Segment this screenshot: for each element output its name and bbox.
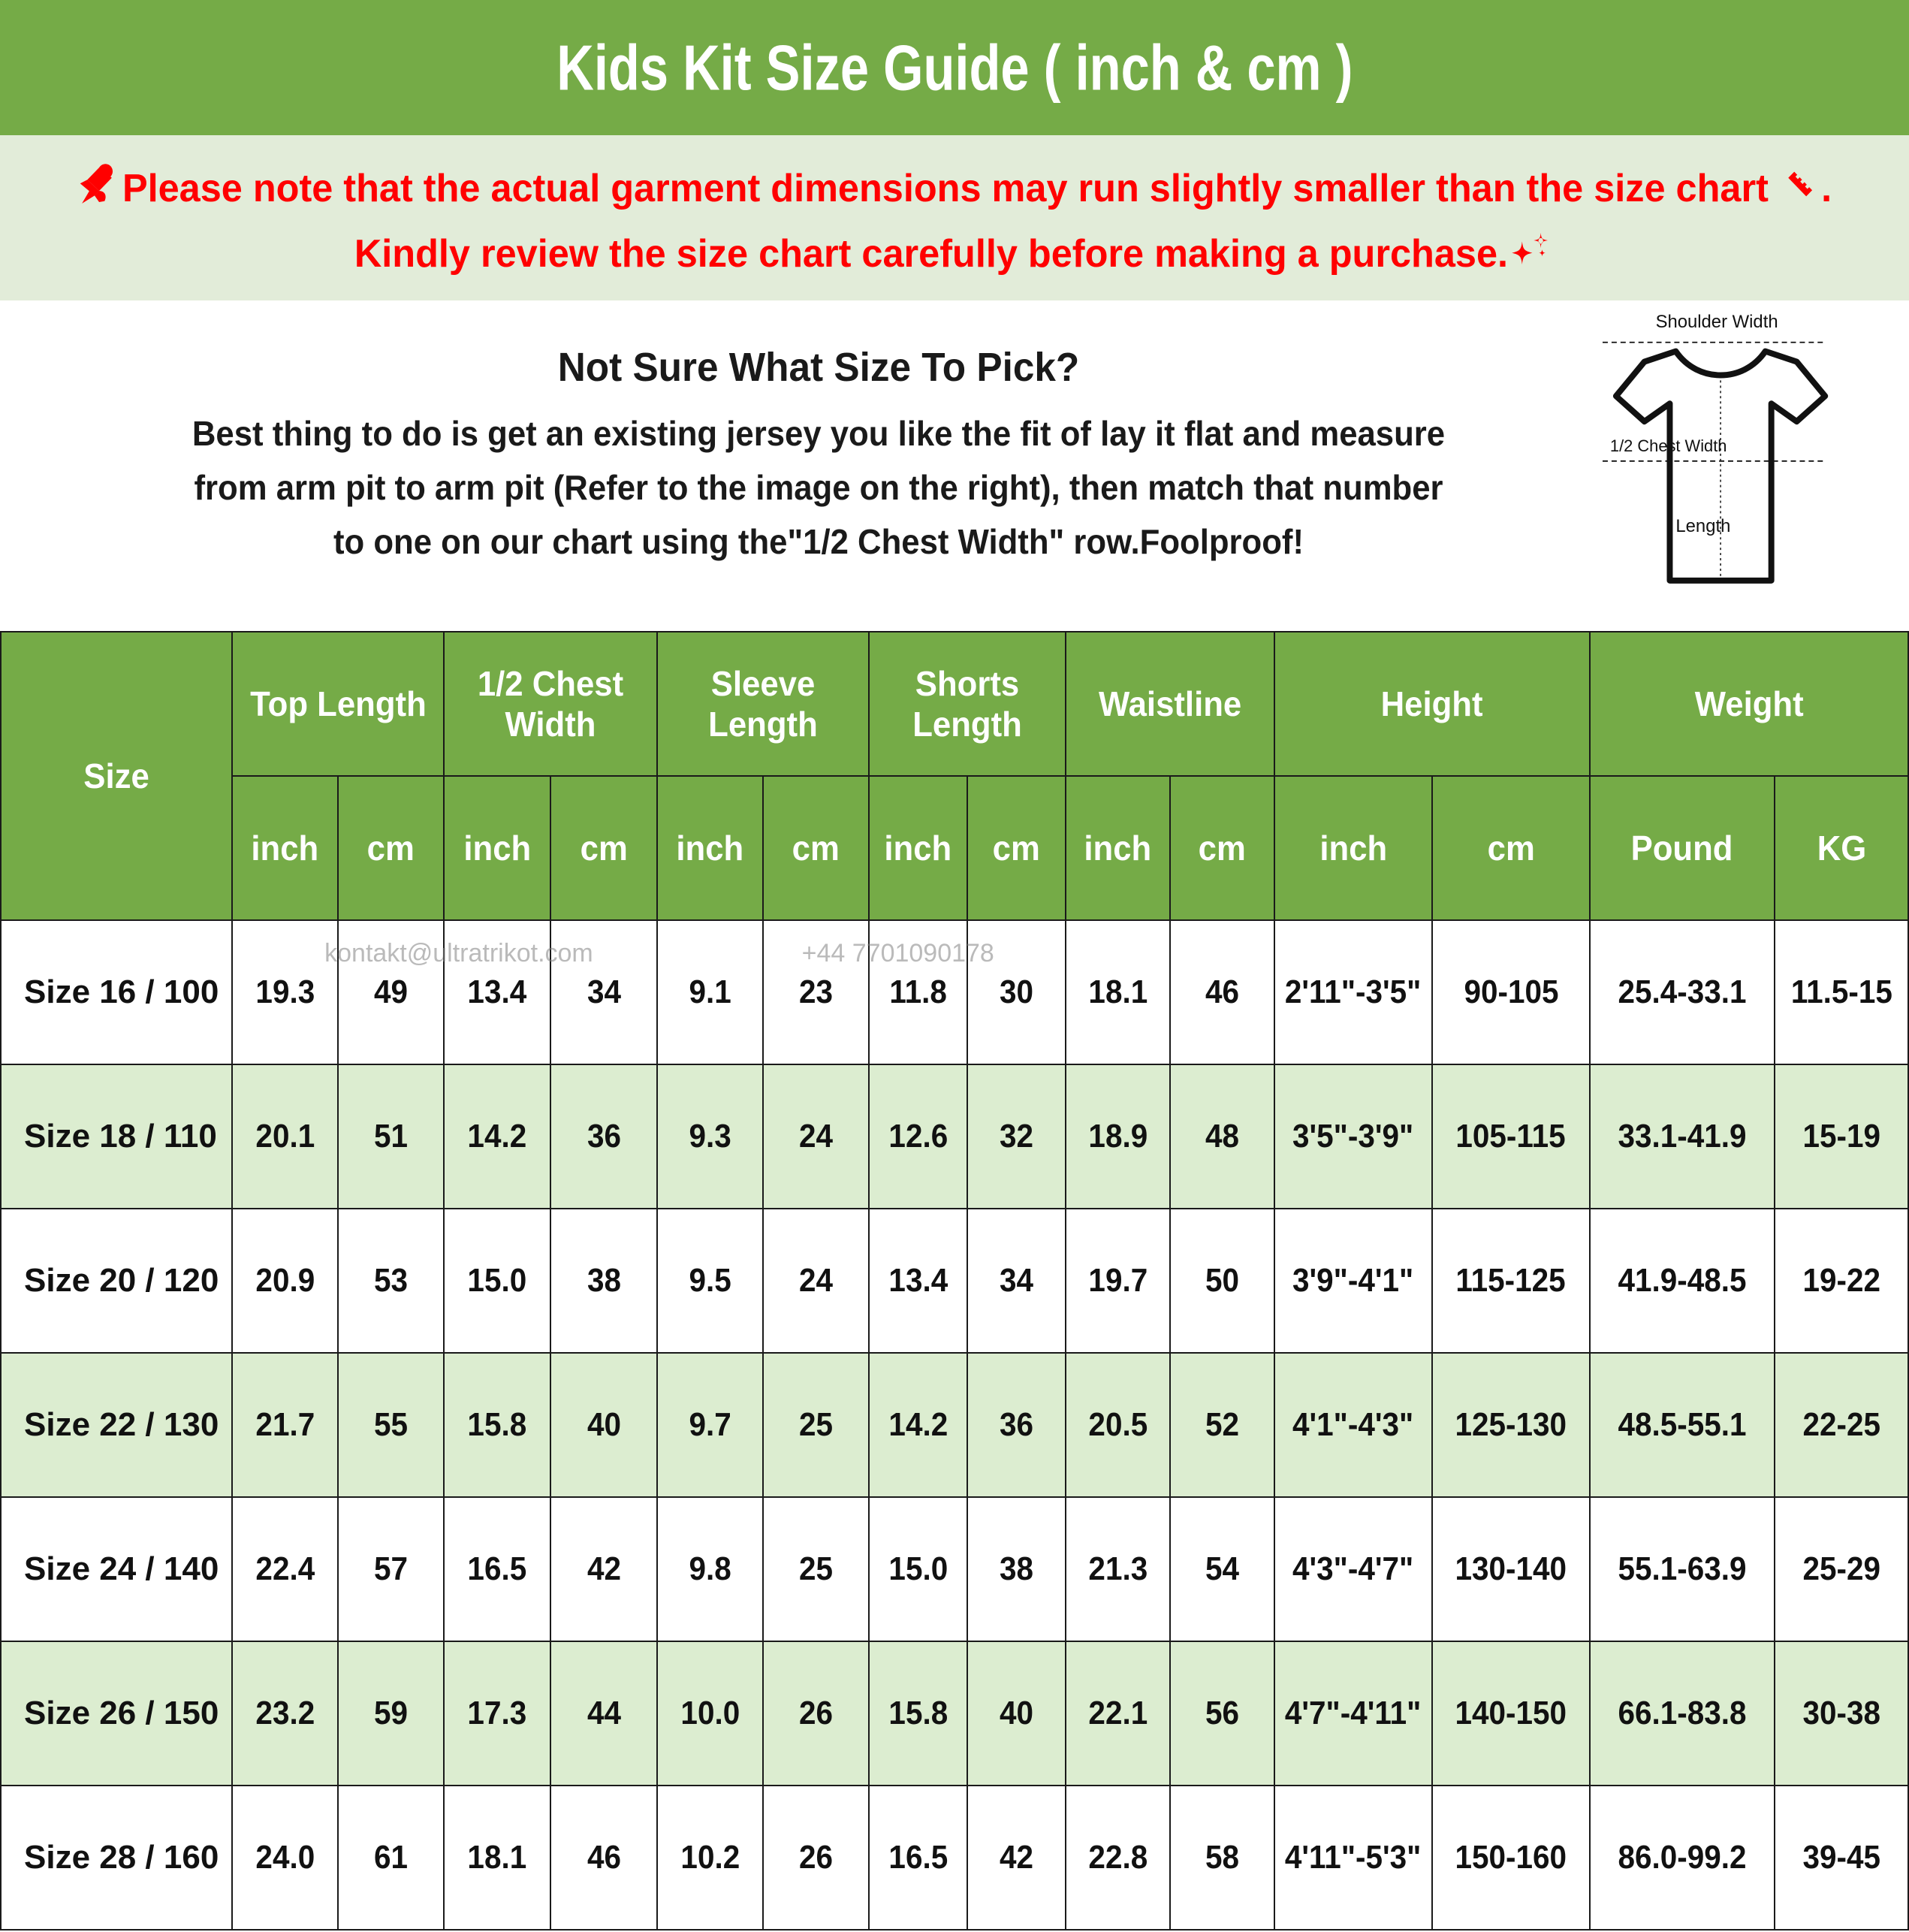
svg-text:Length: Length — [1675, 516, 1730, 536]
svg-text:1/2 Chest Width: 1/2 Chest Width — [1610, 436, 1727, 455]
svg-text:Shoulder Width: Shoulder Width — [1656, 312, 1778, 332]
